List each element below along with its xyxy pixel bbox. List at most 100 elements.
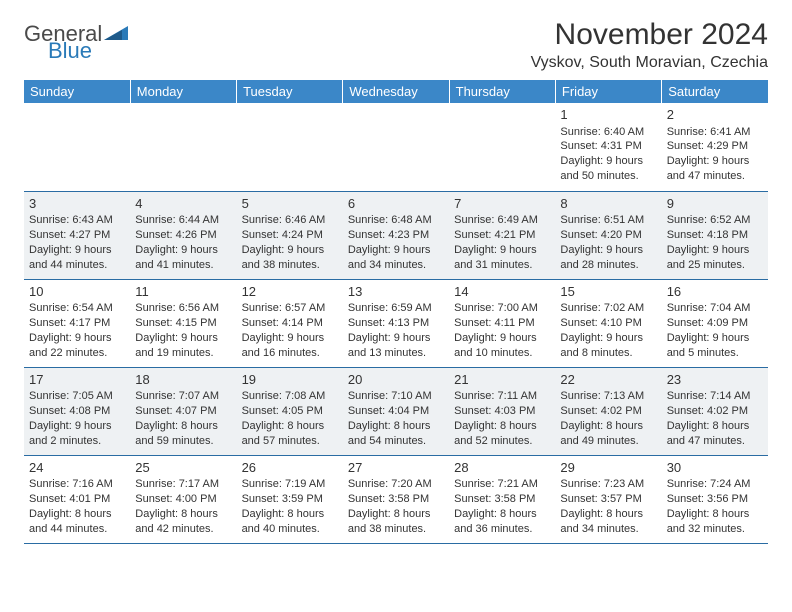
sunrise-text: Sunrise: 7:17 AM — [135, 477, 231, 492]
sunset-text: Sunset: 4:23 PM — [348, 228, 444, 243]
sunset-text: Sunset: 4:04 PM — [348, 404, 444, 419]
sunrise-text: Sunrise: 7:10 AM — [348, 389, 444, 404]
sunrise-text: Sunrise: 7:16 AM — [29, 477, 125, 492]
day-number: 9 — [667, 195, 763, 213]
daylight-text: Daylight: 8 hours and 40 minutes. — [242, 507, 338, 537]
daylight-text: Daylight: 9 hours and 13 minutes. — [348, 331, 444, 361]
week-row: 3Sunrise: 6:43 AMSunset: 4:27 PMDaylight… — [24, 191, 768, 279]
sunrise-text: Sunrise: 7:23 AM — [560, 477, 656, 492]
daylight-text: Daylight: 8 hours and 34 minutes. — [560, 507, 656, 537]
day-number: 26 — [242, 459, 338, 477]
day-cell: 25Sunrise: 7:17 AMSunset: 4:00 PMDayligh… — [130, 455, 236, 543]
sunrise-text: Sunrise: 6:59 AM — [348, 301, 444, 316]
sunset-text: Sunset: 3:56 PM — [667, 492, 763, 507]
day-number: 24 — [29, 459, 125, 477]
day-cell: 19Sunrise: 7:08 AMSunset: 4:05 PMDayligh… — [237, 367, 343, 455]
sunset-text: Sunset: 4:13 PM — [348, 316, 444, 331]
day-number: 14 — [454, 283, 550, 301]
sunrise-text: Sunrise: 7:24 AM — [667, 477, 763, 492]
sunset-text: Sunset: 4:00 PM — [135, 492, 231, 507]
logo-text-blue: Blue — [48, 40, 130, 62]
daylight-text: Daylight: 9 hours and 5 minutes. — [667, 331, 763, 361]
sunrise-text: Sunrise: 6:44 AM — [135, 213, 231, 228]
sunrise-text: Sunrise: 6:48 AM — [348, 213, 444, 228]
weekday-header: Tuesday — [237, 80, 343, 103]
day-number: 19 — [242, 371, 338, 389]
sunrise-text: Sunrise: 7:04 AM — [667, 301, 763, 316]
day-cell: 5Sunrise: 6:46 AMSunset: 4:24 PMDaylight… — [237, 191, 343, 279]
daylight-text: Daylight: 8 hours and 52 minutes. — [454, 419, 550, 449]
daylight-text: Daylight: 8 hours and 38 minutes. — [348, 507, 444, 537]
sunrise-text: Sunrise: 6:43 AM — [29, 213, 125, 228]
sunset-text: Sunset: 3:58 PM — [454, 492, 550, 507]
sunrise-text: Sunrise: 7:00 AM — [454, 301, 550, 316]
sunset-text: Sunset: 4:27 PM — [29, 228, 125, 243]
day-number: 29 — [560, 459, 656, 477]
daylight-text: Daylight: 9 hours and 50 minutes. — [560, 154, 656, 184]
weekday-header: Wednesday — [343, 80, 449, 103]
day-cell: 30Sunrise: 7:24 AMSunset: 3:56 PMDayligh… — [662, 455, 768, 543]
day-cell: 15Sunrise: 7:02 AMSunset: 4:10 PMDayligh… — [555, 279, 661, 367]
day-cell: 14Sunrise: 7:00 AMSunset: 4:11 PMDayligh… — [449, 279, 555, 367]
day-cell: 3Sunrise: 6:43 AMSunset: 4:27 PMDaylight… — [24, 191, 130, 279]
sunset-text: Sunset: 4:14 PM — [242, 316, 338, 331]
daylight-text: Daylight: 9 hours and 31 minutes. — [454, 243, 550, 273]
sunrise-text: Sunrise: 6:46 AM — [242, 213, 338, 228]
sunrise-text: Sunrise: 6:51 AM — [560, 213, 656, 228]
daylight-text: Daylight: 8 hours and 36 minutes. — [454, 507, 550, 537]
sunset-text: Sunset: 3:59 PM — [242, 492, 338, 507]
day-cell: 2Sunrise: 6:41 AMSunset: 4:29 PMDaylight… — [662, 103, 768, 191]
daylight-text: Daylight: 9 hours and 2 minutes. — [29, 419, 125, 449]
sunset-text: Sunset: 4:29 PM — [667, 139, 763, 154]
day-cell: 24Sunrise: 7:16 AMSunset: 4:01 PMDayligh… — [24, 455, 130, 543]
sunset-text: Sunset: 4:26 PM — [135, 228, 231, 243]
day-cell — [237, 103, 343, 191]
sunset-text: Sunset: 4:03 PM — [454, 404, 550, 419]
day-cell: 4Sunrise: 6:44 AMSunset: 4:26 PMDaylight… — [130, 191, 236, 279]
weekday-header: Thursday — [449, 80, 555, 103]
week-row: 1Sunrise: 6:40 AMSunset: 4:31 PMDaylight… — [24, 103, 768, 191]
day-number: 4 — [135, 195, 231, 213]
daylight-text: Daylight: 9 hours and 34 minutes. — [348, 243, 444, 273]
day-cell — [130, 103, 236, 191]
daylight-text: Daylight: 9 hours and 19 minutes. — [135, 331, 231, 361]
calendar-page: General Blue November 2024 Vyskov, South… — [0, 0, 792, 612]
sunrise-text: Sunrise: 6:49 AM — [454, 213, 550, 228]
day-cell: 29Sunrise: 7:23 AMSunset: 3:57 PMDayligh… — [555, 455, 661, 543]
daylight-text: Daylight: 8 hours and 49 minutes. — [560, 419, 656, 449]
daylight-text: Daylight: 9 hours and 25 minutes. — [667, 243, 763, 273]
day-cell: 26Sunrise: 7:19 AMSunset: 3:59 PMDayligh… — [237, 455, 343, 543]
day-number: 27 — [348, 459, 444, 477]
day-number: 20 — [348, 371, 444, 389]
weekday-header: Monday — [130, 80, 236, 103]
sunset-text: Sunset: 3:58 PM — [348, 492, 444, 507]
weekday-header: Saturday — [662, 80, 768, 103]
sunset-text: Sunset: 3:57 PM — [560, 492, 656, 507]
day-number: 18 — [135, 371, 231, 389]
month-title: November 2024 — [531, 18, 768, 52]
sunrise-text: Sunrise: 6:54 AM — [29, 301, 125, 316]
logo: General Blue — [24, 22, 130, 62]
day-cell — [449, 103, 555, 191]
sunrise-text: Sunrise: 6:56 AM — [135, 301, 231, 316]
header: General Blue November 2024 Vyskov, South… — [24, 18, 768, 72]
location: Vyskov, South Moravian, Czechia — [531, 54, 768, 72]
daylight-text: Daylight: 8 hours and 57 minutes. — [242, 419, 338, 449]
day-number: 12 — [242, 283, 338, 301]
week-row: 17Sunrise: 7:05 AMSunset: 4:08 PMDayligh… — [24, 367, 768, 455]
day-cell: 20Sunrise: 7:10 AMSunset: 4:04 PMDayligh… — [343, 367, 449, 455]
daylight-text: Daylight: 8 hours and 42 minutes. — [135, 507, 231, 537]
day-cell: 18Sunrise: 7:07 AMSunset: 4:07 PMDayligh… — [130, 367, 236, 455]
day-cell: 27Sunrise: 7:20 AMSunset: 3:58 PMDayligh… — [343, 455, 449, 543]
title-block: November 2024 Vyskov, South Moravian, Cz… — [531, 18, 768, 72]
day-number: 21 — [454, 371, 550, 389]
day-number: 30 — [667, 459, 763, 477]
daylight-text: Daylight: 8 hours and 54 minutes. — [348, 419, 444, 449]
daylight-text: Daylight: 9 hours and 22 minutes. — [29, 331, 125, 361]
sunset-text: Sunset: 4:02 PM — [560, 404, 656, 419]
sunset-text: Sunset: 4:17 PM — [29, 316, 125, 331]
sunset-text: Sunset: 4:24 PM — [242, 228, 338, 243]
day-number: 5 — [242, 195, 338, 213]
sunrise-text: Sunrise: 7:19 AM — [242, 477, 338, 492]
sunset-text: Sunset: 4:31 PM — [560, 139, 656, 154]
